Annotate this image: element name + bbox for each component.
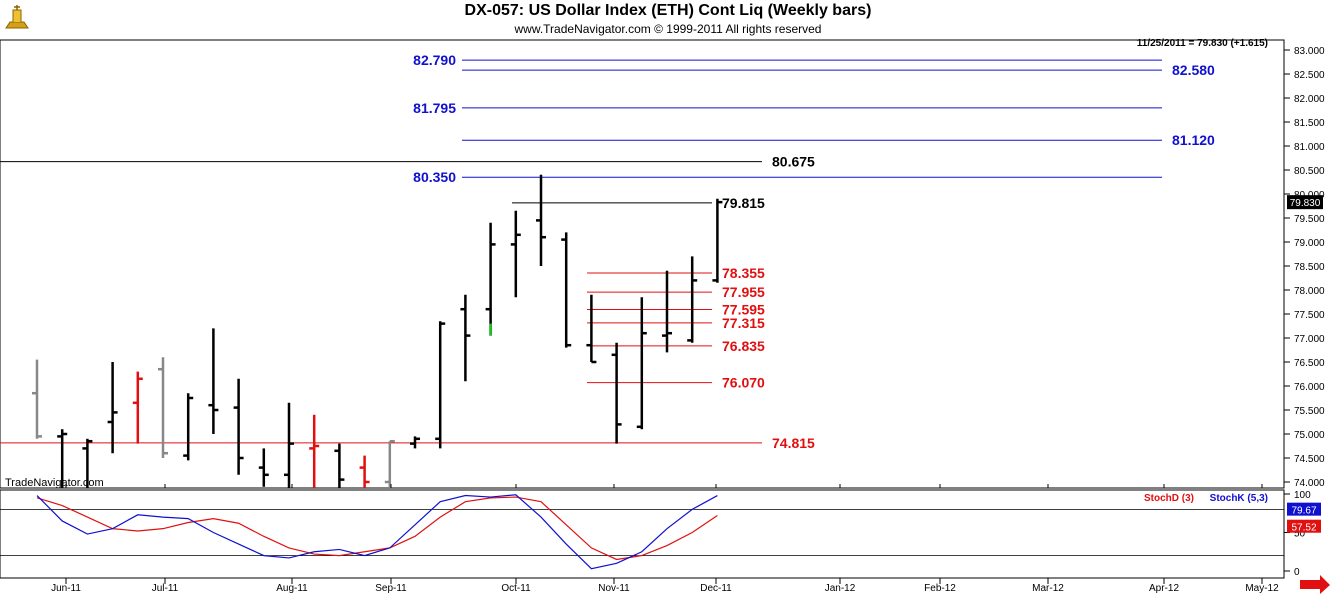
stoch-axis-tick-label: 100 bbox=[1294, 490, 1311, 501]
last-price-marker bbox=[1287, 195, 1323, 210]
stoch-last-marker bbox=[1287, 502, 1321, 516]
bars-group bbox=[32, 174, 723, 488]
price-axis-tick-label: 81.000 bbox=[1294, 142, 1325, 153]
price-axis-tick-label: 83.000 bbox=[1294, 46, 1325, 57]
stoch-last-label: 57.52 bbox=[1291, 523, 1316, 534]
level-label: 76.070 bbox=[722, 375, 765, 391]
x-axis-tick-label: Aug-11 bbox=[276, 583, 308, 594]
stoch-panel-frame bbox=[0, 489, 1285, 579]
level-label: 76.835 bbox=[722, 338, 765, 354]
x-axis-tick-label: Jul-11 bbox=[152, 583, 179, 594]
level-label: 74.815 bbox=[772, 435, 815, 451]
x-axis-tick-label: Mar-12 bbox=[1032, 583, 1064, 594]
levels-group: 82.790 82.580 81.795 81.120 80.675 80.350 79.8… bbox=[0, 52, 1215, 451]
price-axis-tick-label: 74.500 bbox=[1294, 454, 1325, 465]
x-axis-tick-label: Jan-12 bbox=[825, 583, 856, 594]
price-axis-tick-label: 78.500 bbox=[1294, 262, 1325, 273]
level-label: 81.795 bbox=[413, 100, 456, 116]
price-axis-tick-label: 74.000 bbox=[1294, 478, 1325, 489]
level-label: 82.580 bbox=[1172, 62, 1215, 78]
x-axis-tick-label: Oct-11 bbox=[501, 583, 531, 594]
stoch-series-line bbox=[36, 494, 718, 570]
stoch-axis-tick-label: 50 bbox=[1294, 529, 1306, 540]
level-label: 77.595 bbox=[722, 301, 765, 317]
price-axis-tick-label: 76.000 bbox=[1294, 382, 1325, 393]
stoch-series-line bbox=[36, 496, 718, 561]
x-axis-tick-label: Sep-11 bbox=[375, 583, 407, 594]
price-axis-tick-label: 75.500 bbox=[1294, 406, 1325, 417]
stoch-axis-tick-label: 0 bbox=[1294, 567, 1300, 578]
level-label: 79.815 bbox=[722, 195, 765, 211]
level-label: 82.790 bbox=[413, 52, 456, 68]
level-label: 81.120 bbox=[1172, 132, 1215, 148]
price-axis-tick-label: 79.500 bbox=[1294, 214, 1325, 225]
level-label: 80.675 bbox=[772, 154, 815, 170]
price-axis-tick-label: 78.000 bbox=[1294, 286, 1325, 297]
level-label: 80.350 bbox=[413, 169, 456, 185]
x-axis-tick-label: May-12 bbox=[1245, 583, 1279, 594]
trade-navigator-logo-icon bbox=[5, 5, 29, 29]
price-axis-tick-label: 79.000 bbox=[1294, 238, 1325, 249]
watermark-text: TradeNavigator.com bbox=[5, 477, 104, 489]
x-axis-tick-label: Dec-11 bbox=[700, 583, 732, 594]
x-axis-tick-label: Feb-12 bbox=[924, 583, 956, 594]
stoch-legend-d: StochD (3) bbox=[1144, 493, 1194, 504]
axes-group: 74.000 74.500 75.000 75.500 76.000 76.500 77.0… bbox=[51, 46, 1325, 594]
stoch-legend-k: StochK (5,3) bbox=[1210, 493, 1268, 504]
price-axis-tick-label: 82.500 bbox=[1294, 70, 1325, 81]
stoch-last-label: 79.67 bbox=[1291, 506, 1316, 517]
price-axis-tick-label: 81.500 bbox=[1294, 118, 1325, 129]
price-panel-frame bbox=[0, 39, 1285, 489]
x-axis-tick-label: Jun-11 bbox=[51, 583, 81, 594]
level-label: 77.315 bbox=[722, 315, 765, 331]
level-label: 77.955 bbox=[722, 284, 765, 300]
x-axis-tick-label: Apr-12 bbox=[1149, 583, 1179, 594]
price-axis-tick-label: 75.000 bbox=[1294, 430, 1325, 441]
price-axis-tick-label: 80.500 bbox=[1294, 166, 1325, 177]
price-axis-tick-label: 82.000 bbox=[1294, 94, 1325, 105]
level-label: 78.355 bbox=[722, 265, 765, 281]
x-axis-tick-label: Nov-11 bbox=[598, 583, 630, 594]
chart-title: DX-057: US Dollar Index (ETH) Cont Liq (… bbox=[464, 2, 872, 19]
copyright-text: www.TradeNavigator.com © 1999-2011 All r… bbox=[514, 22, 822, 36]
stoch-last-marker bbox=[1287, 519, 1321, 533]
price-axis-tick-label: 77.000 bbox=[1294, 334, 1325, 345]
scroll-right-arrow-icon[interactable] bbox=[1300, 575, 1330, 594]
price-axis-tick-label: 76.500 bbox=[1294, 358, 1325, 369]
price-axis-tick-label: 77.500 bbox=[1294, 310, 1325, 321]
last-info-text: 11/25/2011 = 79.830 (+1.615) bbox=[1137, 38, 1268, 49]
stoch-group: 0 50 100 57.52 79.67 bbox=[0, 490, 1321, 578]
last-price-label: 79.830 bbox=[1290, 198, 1321, 209]
